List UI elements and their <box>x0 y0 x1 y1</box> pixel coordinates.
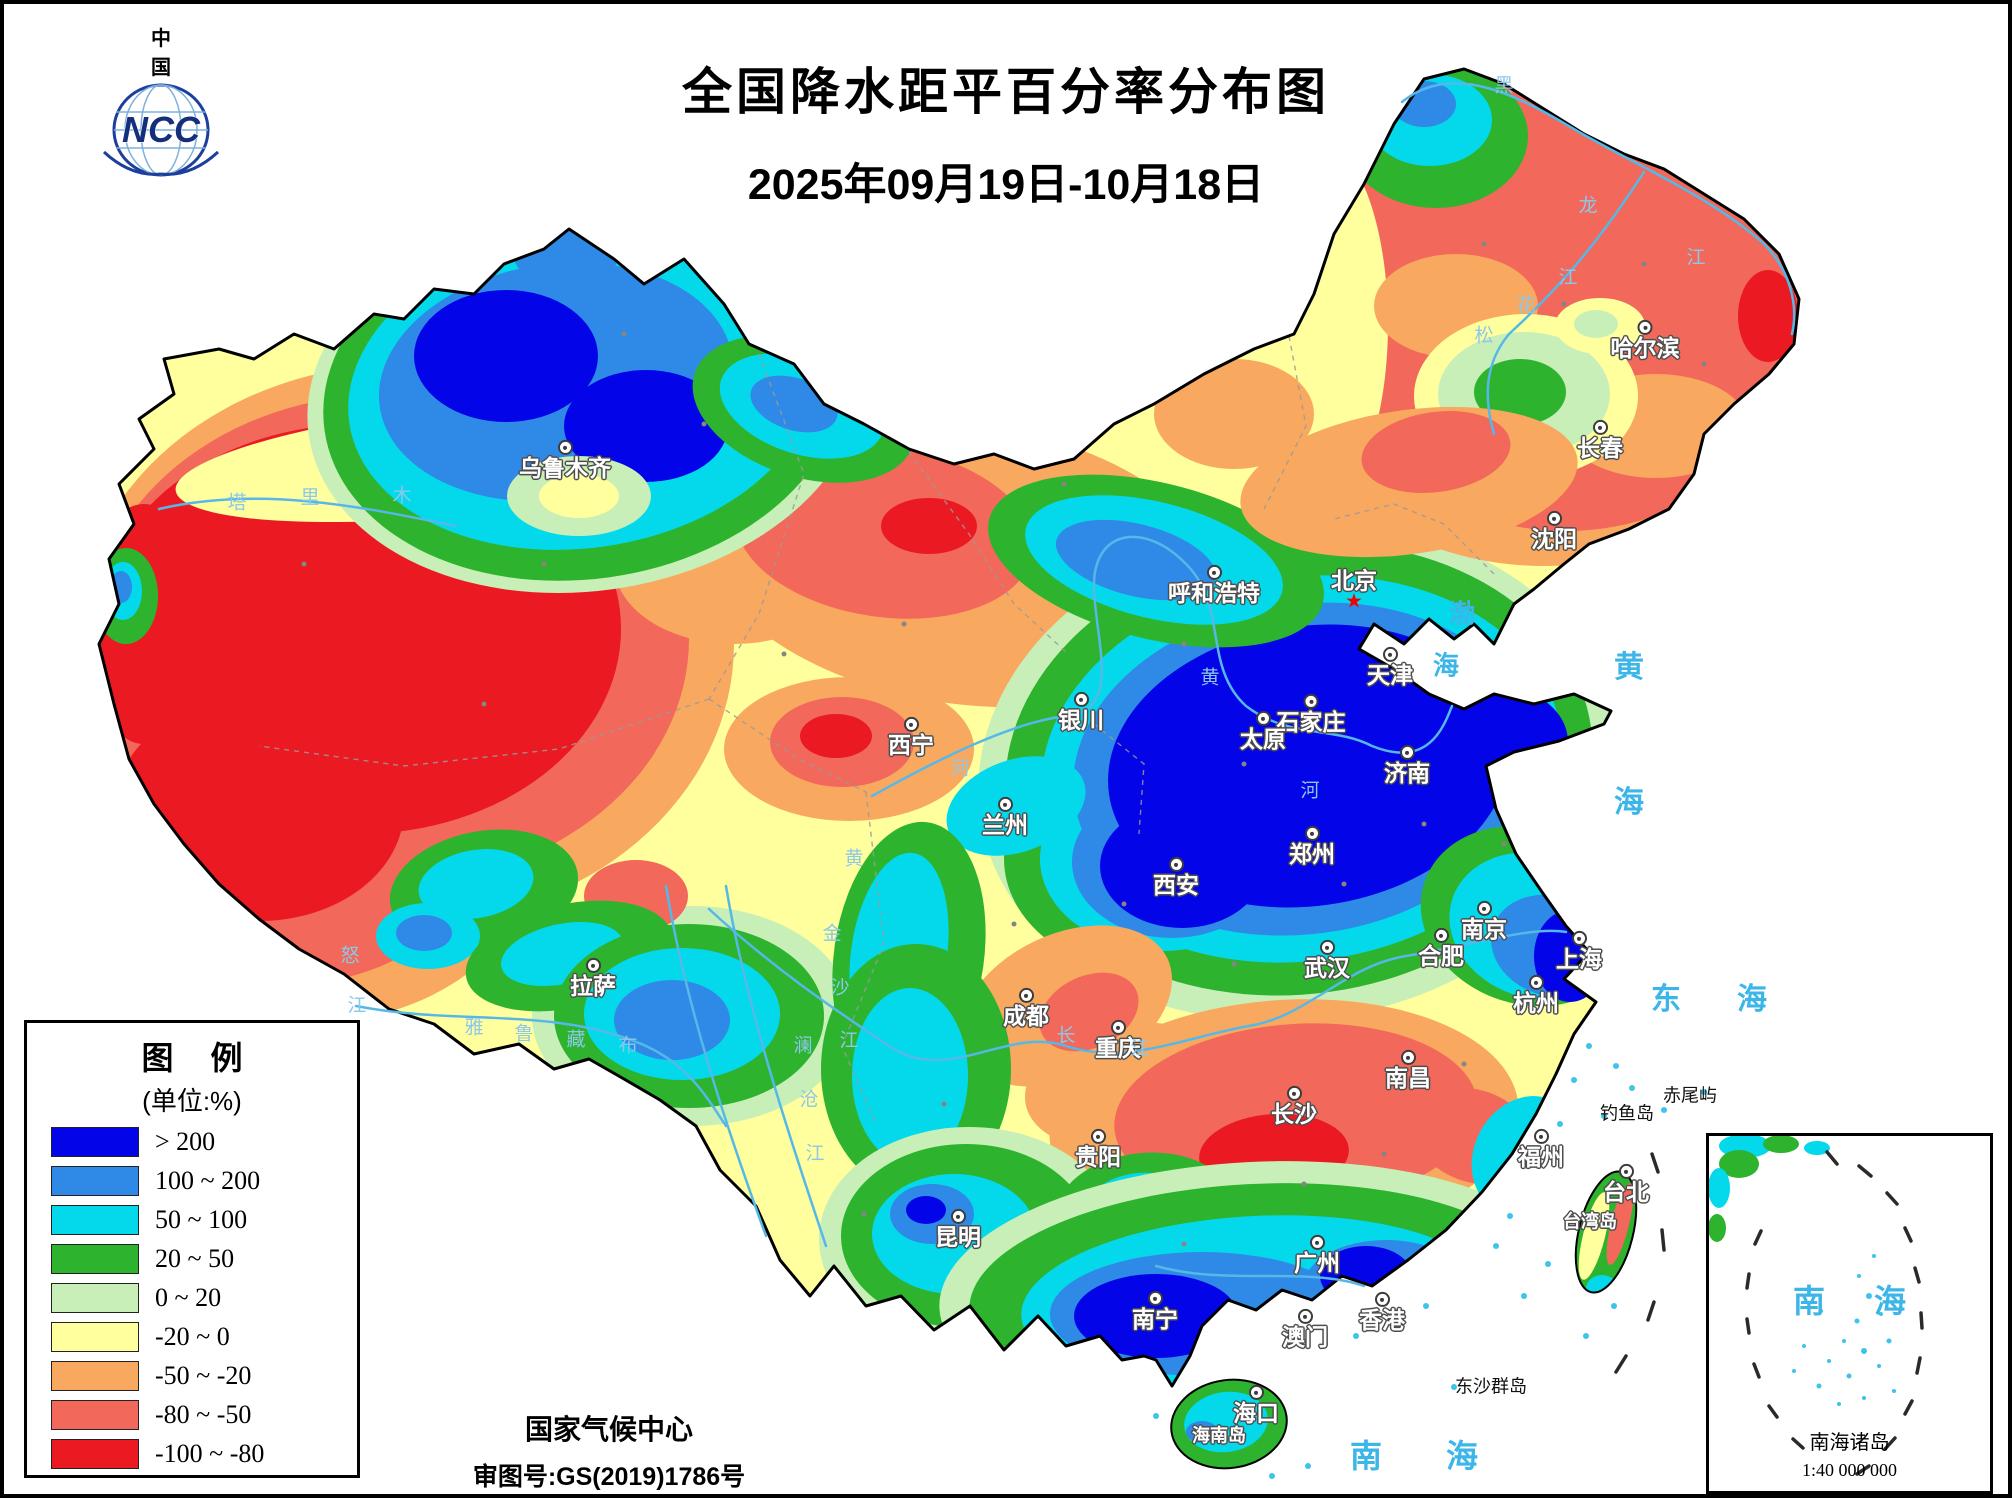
legend-swatch <box>51 1400 139 1430</box>
legend-label: -50 ~ -20 <box>155 1361 252 1390</box>
taiwan-island <box>1575 1171 1637 1299</box>
legend-label: > 200 <box>155 1127 216 1156</box>
legend-swatch <box>51 1205 139 1235</box>
legend-swatch <box>51 1127 139 1157</box>
legend-swatch <box>51 1166 139 1196</box>
logo-acronym: NCC <box>122 109 201 150</box>
inset-island-dots <box>1792 1254 1896 1406</box>
legend-swatch <box>51 1322 139 1352</box>
legend-label: 0 ~ 20 <box>155 1283 222 1312</box>
rivers <box>157 82 1796 1288</box>
globe-icon: NCC <box>102 83 220 177</box>
legend-item: -50 ~ -20 <box>51 1361 357 1391</box>
legend-item: -20 ~ 0 <box>51 1322 357 1352</box>
legend-unit: (单位:%) <box>142 1086 242 1116</box>
legend-item: -80 ~ -50 <box>51 1400 357 1430</box>
province-borders <box>258 335 1495 1125</box>
legend-label: -80 ~ -50 <box>155 1400 252 1429</box>
legend-swatch <box>51 1361 139 1391</box>
date-range: 2025年09月19日-10月18日 <box>747 161 1265 209</box>
legend-item: -100 ~ -80 <box>51 1439 357 1469</box>
coastal-island-dots <box>1153 1043 1707 1479</box>
inset-nine-dash-line <box>1745 1150 1924 1476</box>
legend-swatch <box>51 1439 139 1469</box>
town-dots <box>301 241 1707 1247</box>
nine-dash-line-segments <box>1614 1152 1666 1374</box>
ncc-logo: 中 国 NCC <box>56 22 266 185</box>
legend-label: -100 ~ -80 <box>155 1439 265 1468</box>
inset-scale: 1:40 000 000 <box>1801 1460 1897 1480</box>
china-map <box>97 67 1801 1479</box>
legend-label: 100 ~ 200 <box>155 1166 261 1195</box>
legend-label: -20 ~ 0 <box>155 1322 230 1351</box>
page-title: 全国降水距平百分率分布图 <box>682 64 1330 120</box>
south-china-sea-inset: 南 海 南海诸岛 1:40 000 000 <box>1706 1133 1993 1494</box>
legend-item: 20 ~ 50 <box>51 1244 357 1274</box>
legend-item: 100 ~ 200 <box>51 1166 357 1196</box>
inset-map <box>1709 1136 1924 1476</box>
legend: 图 例 (单位:%) > 200 100 ~ 200 50 ~ 100 20 ~ 50… <box>24 1020 360 1478</box>
inset-caption: 南海诸岛 <box>1809 1432 1890 1454</box>
agency-name: 国家气候中心 <box>524 1414 693 1445</box>
legend-title: 图 例 <box>141 1040 257 1076</box>
legend-label: 20 ~ 50 <box>155 1244 235 1273</box>
legend-item: 0 ~ 20 <box>51 1283 357 1313</box>
legend-label: 50 ~ 100 <box>155 1205 248 1234</box>
legend-swatch <box>51 1244 139 1274</box>
approval-number: 审图号:GS(2019)1786号 <box>472 1463 746 1491</box>
legend-item: > 200 <box>51 1127 357 1157</box>
hainan-island <box>1171 1379 1287 1469</box>
logo-country-text: 中 国 <box>151 28 217 79</box>
inset-sea-label: 南 海 <box>1793 1283 1926 1319</box>
map-credits: 国家气候中心 审图号:GS(2019)1786号 比例尺:1:20 000 00… <box>444 1408 774 1494</box>
legend-item: 50 ~ 100 <box>51 1205 357 1235</box>
legend-swatch <box>51 1283 139 1313</box>
legend-rows: > 200 100 ~ 200 50 ~ 100 20 ~ 50 0 ~ 20 -20 ~… <box>27 1127 357 1469</box>
